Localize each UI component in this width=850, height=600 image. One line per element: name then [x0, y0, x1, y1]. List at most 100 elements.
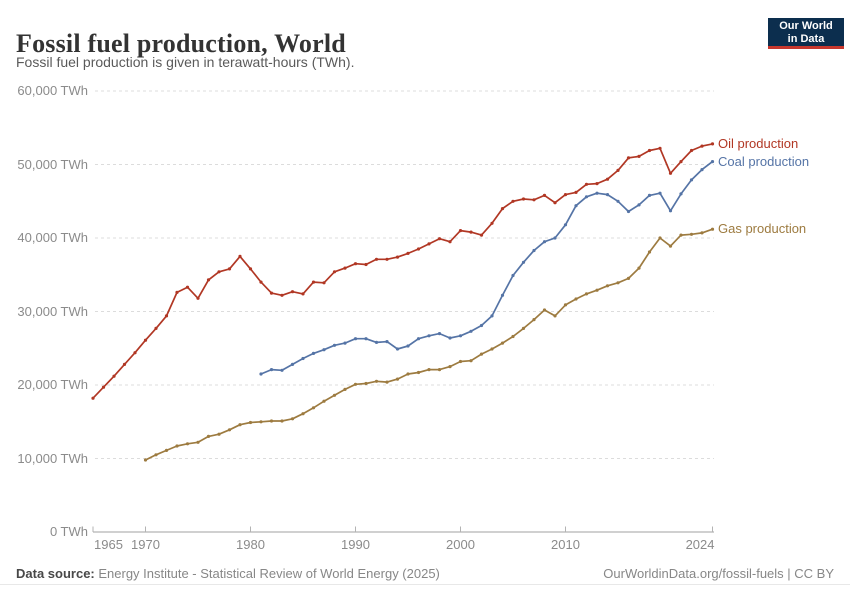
- data-point[interactable]: [479, 352, 484, 356]
- data-point[interactable]: [343, 341, 347, 345]
- data-point[interactable]: [385, 340, 389, 344]
- data-point[interactable]: [427, 368, 431, 372]
- data-point[interactable]: [122, 362, 127, 366]
- data-point[interactable]: [469, 230, 473, 234]
- data-point[interactable]: [668, 209, 673, 213]
- data-point[interactable]: [301, 412, 305, 416]
- data-point[interactable]: [427, 242, 431, 246]
- data-point[interactable]: [269, 291, 274, 295]
- data-point[interactable]: [668, 171, 673, 175]
- line-chart-canvas[interactable]: [0, 0, 850, 560]
- data-point[interactable]: [259, 280, 263, 284]
- data-point[interactable]: [332, 343, 337, 347]
- data-point[interactable]: [133, 351, 137, 355]
- data-point[interactable]: [679, 192, 683, 196]
- data-point[interactable]: [710, 142, 715, 146]
- data-point[interactable]: [437, 237, 442, 241]
- data-point[interactable]: [185, 442, 190, 446]
- series-line-oil-production[interactable]: [92, 143, 714, 400]
- data-point[interactable]: [700, 231, 704, 235]
- legend-gas-production[interactable]: Gas production: [718, 221, 807, 237]
- data-point[interactable]: [490, 347, 494, 351]
- data-point[interactable]: [637, 154, 641, 158]
- data-point[interactable]: [479, 233, 484, 237]
- data-point[interactable]: [532, 318, 536, 322]
- data-point[interactable]: [574, 204, 578, 208]
- data-point[interactable]: [584, 195, 589, 199]
- data-point[interactable]: [374, 379, 379, 383]
- data-point[interactable]: [458, 334, 463, 338]
- data-point[interactable]: [500, 293, 505, 297]
- data-point[interactable]: [584, 292, 589, 296]
- data-point[interactable]: [101, 385, 106, 389]
- data-point[interactable]: [311, 280, 316, 284]
- data-point[interactable]: [364, 337, 368, 341]
- data-point[interactable]: [322, 348, 326, 352]
- data-point[interactable]: [280, 293, 284, 297]
- data-point[interactable]: [584, 182, 589, 186]
- series-line-gas-production[interactable]: [144, 228, 714, 461]
- data-point[interactable]: [280, 368, 284, 372]
- data-point[interactable]: [217, 432, 221, 436]
- data-point[interactable]: [301, 356, 305, 361]
- data-point[interactable]: [553, 201, 557, 205]
- legend-coal-production[interactable]: Coal production: [718, 153, 810, 169]
- data-point[interactable]: [689, 232, 694, 236]
- data-point[interactable]: [301, 292, 305, 296]
- data-point[interactable]: [605, 284, 610, 288]
- data-point[interactable]: [542, 308, 547, 312]
- data-point[interactable]: [563, 193, 568, 197]
- data-point[interactable]: [227, 428, 232, 432]
- data-point[interactable]: [458, 359, 463, 364]
- data-point[interactable]: [637, 203, 641, 207]
- data-point[interactable]: [322, 281, 326, 285]
- data-point[interactable]: [479, 323, 484, 328]
- data-point[interactable]: [553, 236, 557, 240]
- data-point[interactable]: [353, 337, 358, 341]
- data-point[interactable]: [469, 329, 473, 333]
- data-point[interactable]: [710, 227, 715, 231]
- data-point[interactable]: [511, 199, 515, 203]
- data-point[interactable]: [175, 444, 179, 448]
- data-point[interactable]: [164, 314, 169, 318]
- series-line-coal-production[interactable]: [260, 160, 714, 375]
- data-point[interactable]: [196, 296, 200, 300]
- data-point[interactable]: [154, 453, 158, 457]
- data-point[interactable]: [521, 197, 526, 201]
- data-point[interactable]: [385, 380, 389, 384]
- data-point[interactable]: [647, 250, 652, 254]
- data-point[interactable]: [175, 290, 179, 294]
- data-point[interactable]: [353, 262, 358, 266]
- data-point[interactable]: [700, 144, 704, 148]
- data-point[interactable]: [269, 368, 274, 372]
- data-point[interactable]: [490, 221, 494, 225]
- data-point[interactable]: [626, 209, 631, 214]
- data-point[interactable]: [689, 178, 694, 182]
- data-point[interactable]: [563, 223, 568, 227]
- data-point[interactable]: [406, 372, 410, 376]
- data-point[interactable]: [637, 266, 641, 270]
- data-point[interactable]: [700, 168, 704, 172]
- data-point[interactable]: [364, 381, 368, 386]
- data-point[interactable]: [91, 396, 95, 400]
- data-point[interactable]: [343, 266, 347, 270]
- data-point[interactable]: [689, 148, 694, 153]
- data-point[interactable]: [605, 177, 610, 181]
- data-point[interactable]: [154, 326, 158, 330]
- data-point[interactable]: [553, 314, 557, 318]
- data-point[interactable]: [658, 236, 662, 240]
- data-point[interactable]: [311, 351, 316, 355]
- owid-logo[interactable]: Our World in Data: [768, 18, 844, 49]
- data-point[interactable]: [385, 257, 389, 261]
- data-point[interactable]: [406, 251, 410, 255]
- data-point[interactable]: [238, 423, 242, 427]
- data-point[interactable]: [395, 347, 400, 351]
- data-point[interactable]: [259, 372, 263, 376]
- data-point[interactable]: [542, 193, 547, 197]
- data-point[interactable]: [395, 377, 400, 381]
- data-point[interactable]: [217, 270, 221, 274]
- data-point[interactable]: [658, 191, 662, 195]
- data-point[interactable]: [395, 255, 400, 259]
- data-point[interactable]: [290, 290, 295, 294]
- data-point[interactable]: [416, 337, 421, 341]
